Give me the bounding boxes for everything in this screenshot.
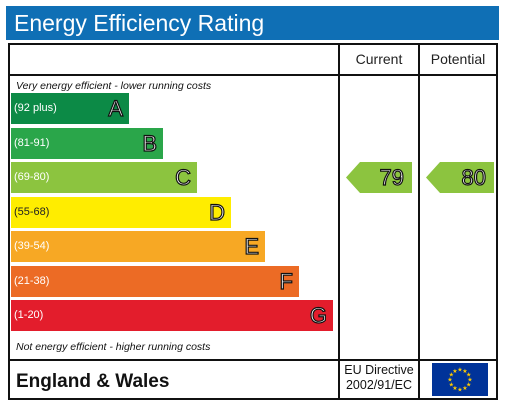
band-letter: C [175,164,192,190]
top-note: Very energy efficient - lower running co… [16,80,212,92]
band-letter: F [279,268,294,294]
eu-star-icon: ★ [449,382,454,389]
current-rating-value: 79 [379,164,405,190]
band-letter: G [309,302,327,328]
eu-star-icon: ★ [457,367,462,374]
eu-star-icon: ★ [452,368,457,375]
band-a: (92 plus) A [11,93,129,124]
potential-rating-arrow: 80 [426,162,494,193]
band-d: (55-68) D [11,196,231,228]
band-c: (69-80) C [11,162,197,193]
eu-star-icon: ★ [467,377,472,384]
band-b: (81-91) B [11,127,163,159]
band-f: (21-38) F [11,265,299,297]
band-range: (55-68) [14,205,50,218]
eu-directive: EU Directive 2002/91/EC [340,363,418,393]
eu-star-icon: ★ [462,368,467,375]
band-letter: E [244,233,260,259]
band-letter: B [142,130,158,156]
eu-star-icon: ★ [449,372,454,379]
eu-flag-icon: ★ ★★★★★★★★★★★ [432,363,488,396]
current-rating-arrow: 79 [346,162,412,193]
eu-star-icon: ★ [466,372,471,379]
band-range: (21-38) [14,274,50,287]
potential-rating-value: 80 [461,164,487,190]
eu-star-icon: ★ [452,385,457,392]
band-range: (69-80) [14,171,50,183]
potential-column-header: Potential [430,51,486,67]
band-letter: A [108,95,124,121]
page-title: Energy Efficiency Rating [6,6,499,40]
eu-star-icon: ★ [457,387,462,394]
eu-star-icon: ★ [462,385,467,392]
divider [10,359,496,361]
band-range: (81-91) [14,136,50,149]
divider [418,45,420,398]
eu-directive-line1: EU Directive [344,363,414,377]
region-label: England & Wales [16,371,170,392]
rating-table: Current Potential Very energy efficient … [8,43,498,400]
band-letter: D [209,199,226,225]
eu-star-icon: ★ [447,377,452,384]
band-range: (1-20) [14,309,44,321]
divider [338,45,340,398]
divider [10,74,496,76]
band-g: (1-20) G [11,300,333,331]
eu-directive-line2: 2002/91/EC [345,378,413,392]
current-column-header: Current [355,51,403,67]
bottom-note: Not energy efficient - higher running co… [16,341,211,353]
band-range: (39-54) [14,240,50,252]
eu-star-icon: ★ [466,382,471,389]
band-e: (39-54) E [11,231,265,262]
band-range: (92 plus) [14,102,57,114]
